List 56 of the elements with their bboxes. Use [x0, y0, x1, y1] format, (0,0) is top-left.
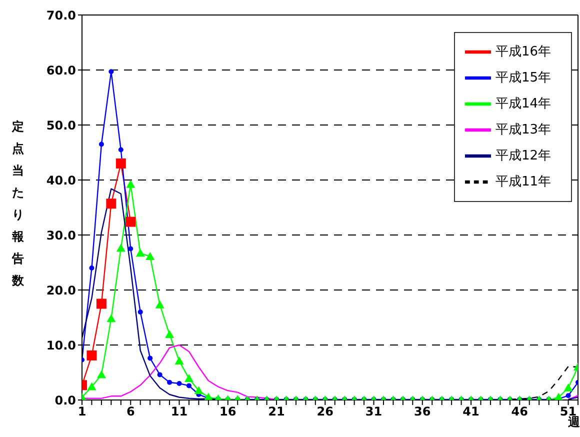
legend-label: 平成16年 — [495, 44, 551, 60]
y-axis-title: 定点当たり報告数 — [11, 120, 25, 288]
point — [106, 198, 116, 209]
point — [106, 314, 116, 322]
point — [108, 69, 114, 74]
x-tick-label: 16 — [220, 404, 236, 419]
x-tick-label: 36 — [414, 404, 431, 419]
point — [126, 216, 136, 227]
y-tick-label: 60.0 — [46, 63, 76, 78]
point — [146, 252, 155, 260]
point — [128, 246, 134, 252]
x-tick-label: 11 — [170, 404, 188, 419]
x-tick-label: 31 — [365, 404, 382, 419]
point — [136, 248, 145, 257]
x-tick-label: 6 — [126, 404, 135, 419]
y-tick-label: 50.0 — [46, 118, 76, 132]
point — [87, 382, 96, 390]
point — [165, 330, 174, 338]
point — [138, 310, 143, 314]
x-tick-label: 21 — [268, 404, 285, 419]
y-tick-label: 40.0 — [46, 173, 76, 188]
x-tick-label: 26 — [316, 404, 334, 419]
y-tick-label: 30.0 — [46, 228, 76, 242]
legend-label: 平成13年 — [495, 122, 551, 138]
point — [96, 298, 106, 309]
point — [155, 300, 164, 308]
point — [554, 392, 564, 400]
x-tick-label: 46 — [511, 404, 528, 419]
point — [96, 370, 106, 378]
x-tick-label: 41 — [462, 404, 480, 419]
point — [184, 374, 194, 382]
point — [174, 356, 184, 364]
point — [118, 147, 124, 152]
point — [564, 383, 573, 392]
legend-label: 平成11年 — [495, 174, 551, 190]
point — [89, 266, 94, 270]
point — [148, 356, 153, 361]
point — [98, 142, 104, 147]
point — [116, 244, 126, 252]
point — [194, 386, 204, 394]
x-tick-label: 1 — [78, 404, 86, 419]
point — [176, 381, 182, 386]
point — [204, 392, 213, 400]
legend-label: 平成15年 — [495, 70, 551, 86]
y-tick-label: 10.0 — [46, 338, 76, 352]
legend-label: 平成14年 — [495, 96, 551, 112]
y-tick-label: 20.0 — [46, 283, 76, 298]
point — [167, 380, 172, 385]
point — [86, 350, 97, 360]
point — [157, 372, 162, 378]
point — [126, 180, 136, 188]
point — [116, 158, 126, 168]
point — [186, 383, 192, 388]
y-tick-label: 70.0 — [46, 8, 76, 22]
y-tick-label: 0.0 — [54, 393, 76, 408]
legend-label: 平成12年 — [495, 148, 551, 164]
